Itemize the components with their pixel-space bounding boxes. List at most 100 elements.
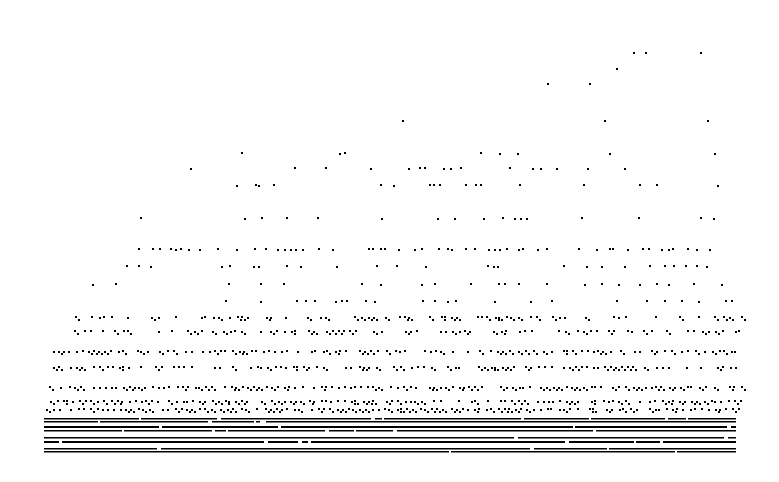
pattern-dot	[578, 248, 580, 250]
pattern-dot	[337, 400, 339, 402]
pattern-dot	[561, 389, 563, 391]
pattern-dot	[151, 317, 153, 319]
pattern-dot	[630, 408, 632, 410]
pattern-dot	[223, 411, 225, 413]
pattern-dot	[618, 401, 620, 403]
pattern-dot	[123, 330, 125, 332]
pattern-dot	[563, 350, 565, 352]
pattern-dot	[698, 301, 700, 303]
pattern-dot	[248, 411, 250, 413]
pattern-dot	[218, 317, 220, 319]
pattern-dot	[97, 408, 99, 410]
pattern-dot	[732, 408, 734, 410]
pattern-dot	[540, 168, 542, 170]
pattern-dot	[381, 218, 383, 220]
pattern-dot	[639, 284, 641, 286]
pattern-dot	[621, 403, 623, 405]
pattern-dot	[366, 403, 368, 405]
pattern-dot	[376, 265, 378, 267]
pattern-dot	[268, 350, 270, 352]
pattern-dot	[377, 350, 379, 352]
pattern-dot	[56, 369, 58, 371]
pattern-dot	[284, 401, 286, 403]
pattern-dot	[525, 350, 527, 352]
pattern-dot	[291, 331, 293, 333]
pattern-dot	[459, 411, 461, 413]
pattern-dot	[487, 400, 489, 402]
pattern-dot	[566, 411, 568, 413]
pattern-dot	[478, 366, 480, 368]
pattern-dot	[318, 408, 320, 410]
pattern-dot	[403, 369, 405, 371]
pattern-dot	[577, 330, 579, 332]
pattern-dot	[128, 367, 130, 369]
pattern-dot	[338, 353, 340, 355]
pattern-dot	[696, 249, 698, 251]
pattern-dot	[270, 331, 272, 333]
pattern-dot	[497, 266, 499, 268]
pattern-dot	[442, 409, 444, 411]
pattern-dot	[373, 331, 375, 333]
pattern-dot	[494, 249, 496, 251]
pattern-dot	[294, 330, 296, 332]
pattern-dot	[594, 386, 596, 388]
pattern-dot	[741, 386, 743, 388]
pattern-dot	[296, 366, 298, 368]
pattern-solid-line	[44, 448, 736, 450]
pattern-dot	[649, 408, 651, 410]
pattern-dot	[58, 366, 60, 368]
pattern-dot	[138, 408, 140, 410]
pattern-dot	[352, 409, 354, 411]
pattern-dot	[505, 369, 507, 371]
pattern-dot	[624, 369, 626, 371]
pattern-dot	[175, 249, 177, 251]
pattern-dot	[625, 386, 627, 388]
pattern-dot	[303, 366, 305, 368]
pattern-dot	[723, 316, 725, 318]
pattern-dot	[536, 353, 538, 355]
pattern-dot	[594, 400, 596, 402]
pattern-dot	[672, 400, 674, 402]
pattern-dot	[498, 319, 500, 321]
pattern-dot	[230, 411, 232, 413]
pattern-dot	[324, 389, 326, 391]
pattern-gap	[264, 440, 268, 444]
pattern-dot	[238, 389, 240, 391]
pattern-dot	[90, 400, 92, 402]
pattern-dot	[375, 403, 377, 405]
pattern-dot	[424, 167, 426, 169]
pattern-dot	[328, 319, 330, 321]
pattern-dot	[277, 249, 279, 251]
pattern-dot	[625, 316, 627, 318]
pattern-dot	[432, 319, 434, 321]
pattern-dot	[420, 408, 422, 410]
pattern-dot	[594, 403, 596, 405]
pattern-dot	[217, 248, 219, 250]
pattern-dot	[303, 403, 305, 405]
pattern-dot	[171, 330, 173, 332]
pattern-dot	[268, 411, 270, 413]
pattern-dot	[467, 351, 469, 353]
pattern-dot	[344, 386, 346, 388]
pattern-solid-line	[44, 418, 736, 420]
pattern-dot	[185, 351, 187, 353]
pattern-dot	[518, 249, 520, 251]
pattern-dot	[611, 333, 613, 335]
pattern-dot	[237, 316, 239, 318]
pattern-dot	[506, 387, 508, 389]
pattern-dot	[296, 369, 298, 371]
pattern-dot	[130, 333, 132, 335]
pattern-dot	[83, 408, 85, 410]
pattern-dot	[551, 300, 553, 302]
pattern-dot	[470, 283, 472, 285]
pattern-dot	[429, 184, 431, 186]
pattern-dot	[269, 319, 271, 321]
pattern-dot	[627, 366, 629, 368]
pattern-dot	[445, 387, 447, 389]
pattern-dot	[90, 330, 92, 332]
pattern-dot	[120, 403, 122, 405]
pattern-dot	[82, 350, 84, 352]
pattern-dot	[694, 408, 696, 410]
pattern-dot	[493, 411, 495, 413]
pattern-dot	[500, 400, 502, 402]
